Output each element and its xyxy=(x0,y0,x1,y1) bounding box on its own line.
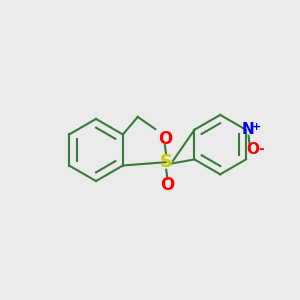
Text: O: O xyxy=(160,176,175,194)
Text: -: - xyxy=(258,142,264,156)
Text: +: + xyxy=(252,122,261,131)
Text: O: O xyxy=(158,130,172,148)
Text: N: N xyxy=(242,122,254,137)
Text: S: S xyxy=(160,153,173,171)
Text: O: O xyxy=(246,142,259,158)
